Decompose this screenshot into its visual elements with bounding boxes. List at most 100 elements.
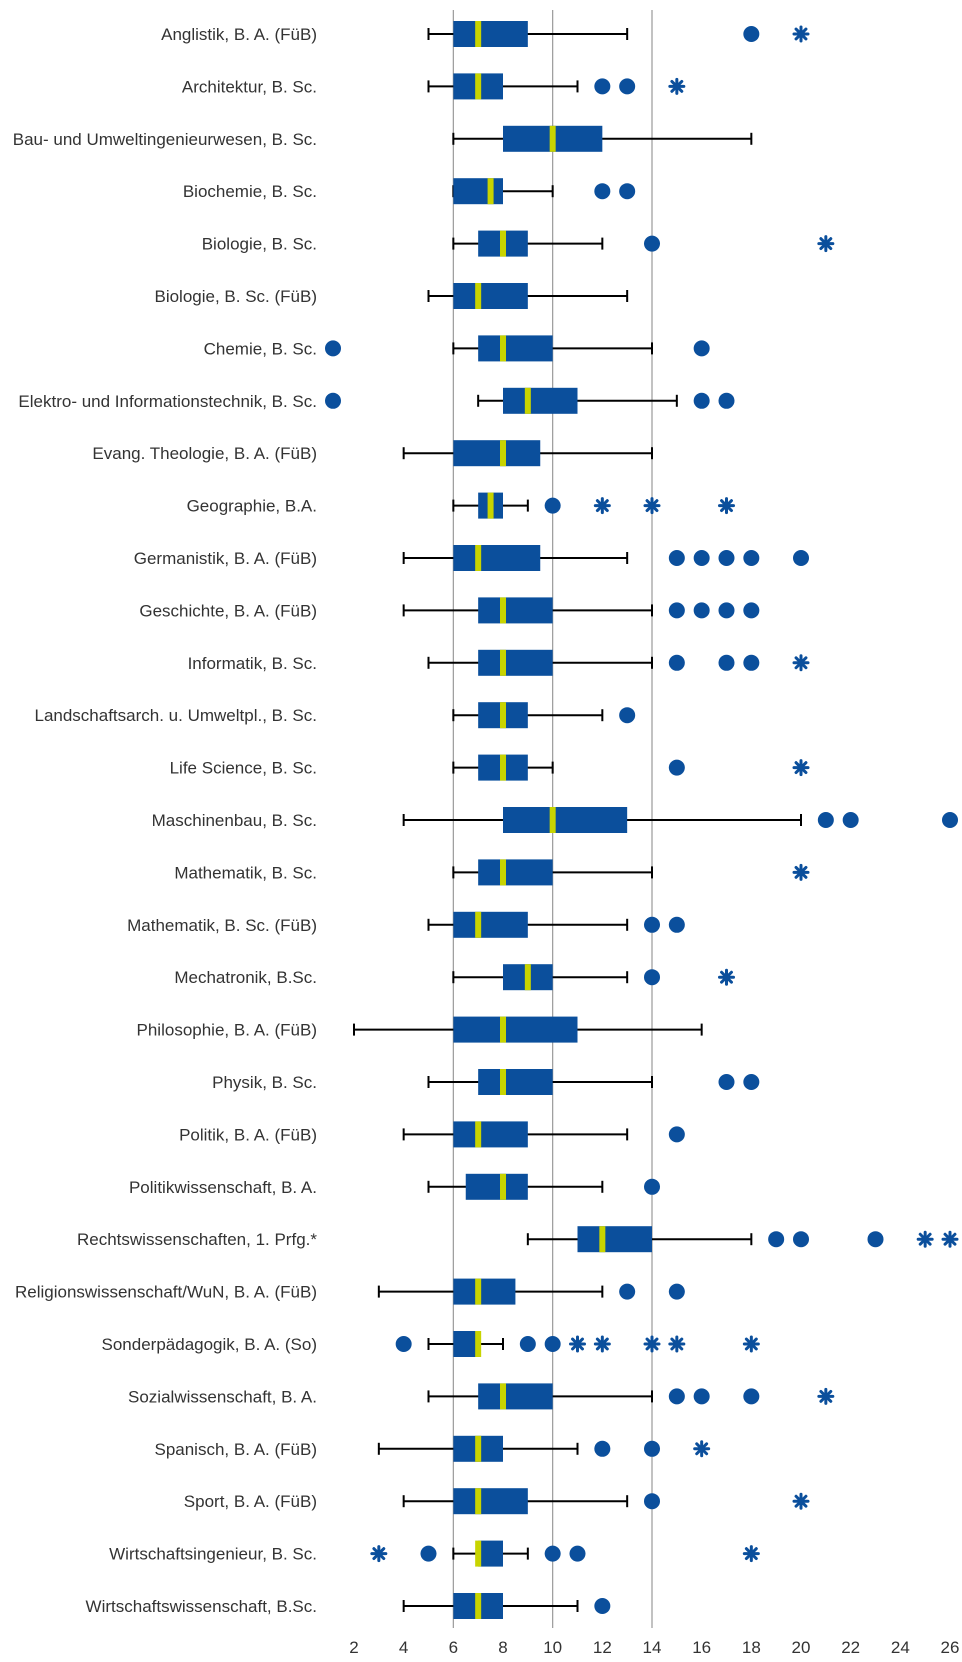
outlier-point [793, 1231, 809, 1248]
median-bar [500, 702, 506, 729]
category-label: Biochemie, B. Sc. [183, 182, 317, 201]
x-tick-label: 18 [742, 1638, 761, 1657]
extreme-marker [668, 1335, 686, 1353]
outlier-point [420, 1545, 437, 1562]
category-label: Spanisch, B. A. (FüB) [154, 1440, 317, 1459]
boxplot-row [452, 702, 636, 729]
outlier-point [644, 916, 660, 933]
outlier-point [619, 1283, 636, 1300]
extreme-marker-core [599, 502, 606, 509]
outlier-point [544, 1545, 561, 1562]
median-bar [475, 283, 482, 309]
iqr-box [478, 859, 553, 886]
median-bar [500, 230, 506, 257]
outlier-point [743, 654, 760, 671]
extreme-marker [593, 1335, 611, 1353]
boxplot-row [427, 911, 685, 938]
outlier-point [693, 392, 710, 409]
iqr-box [453, 283, 528, 309]
outlier-point [668, 1283, 685, 1300]
outlier-point [842, 812, 859, 828]
median-bar [475, 1488, 482, 1515]
median-bar [475, 1121, 482, 1148]
outlier-point [768, 1231, 785, 1248]
extreme-marker-core [798, 869, 804, 876]
category-label: Geschichte, B. A. (FüB) [139, 601, 317, 620]
category-labels: Anglistik, B. A. (FüB) Architektur, B. Sc… [13, 25, 318, 1616]
boxplot-row [427, 1069, 760, 1095]
x-tick-label: 12 [593, 1638, 612, 1657]
outlier-point [644, 969, 660, 986]
boxplot-row [370, 1540, 760, 1567]
median-bar [599, 1226, 606, 1253]
outlier-point [668, 654, 685, 671]
outlier-point [668, 550, 685, 566]
category-label: Philosophie, B. A. (FüB) [137, 1021, 317, 1040]
median-bar [487, 178, 494, 205]
extreme-marker [718, 497, 735, 515]
iqr-box [453, 911, 528, 938]
category-label: Chemie, B. Sc. [204, 339, 317, 358]
median-bar [549, 807, 556, 833]
outlier-point [619, 78, 636, 95]
boxplot-row [427, 649, 810, 676]
extreme-marker-core [723, 974, 730, 981]
median-bar [475, 1593, 482, 1619]
outlier-point [817, 812, 834, 828]
iqr-box [478, 597, 553, 624]
extreme-marker-core [748, 1550, 755, 1557]
iqr-box [453, 440, 541, 467]
iqr-box [503, 807, 628, 833]
median-bar [475, 21, 482, 47]
boxplot-row [402, 440, 653, 467]
extreme-marker [792, 759, 810, 777]
iqr-box [465, 1173, 528, 1200]
boxplot-row [452, 754, 810, 781]
boxplot-row [325, 335, 710, 362]
extreme-marker [792, 863, 810, 881]
category-label: Geographie, B.A. [187, 497, 317, 516]
outlier-point [569, 1545, 586, 1562]
median-bar [500, 1173, 506, 1200]
extreme-marker-core [599, 1341, 606, 1347]
median-bar [549, 125, 556, 152]
extreme-marker [643, 497, 661, 515]
category-label: Mathematik, B. Sc. (FüB) [127, 916, 317, 935]
iqr-box [577, 1226, 652, 1253]
outlier-point [743, 1074, 760, 1090]
boxplot-row [427, 73, 686, 100]
extreme-marker [792, 654, 810, 672]
boxplot-row [427, 21, 810, 47]
boxplot-row [452, 230, 835, 257]
outlier-point [743, 1388, 760, 1405]
boxplot-row [427, 283, 629, 309]
outlier-point [718, 1074, 735, 1090]
extreme-marker-core [798, 1498, 804, 1505]
extreme-marker-core [698, 1445, 705, 1452]
outlier-point [867, 1231, 884, 1248]
boxes [325, 21, 959, 1619]
boxplot-row [402, 597, 760, 624]
outlier-point [693, 1388, 710, 1405]
extreme-marker [569, 1335, 586, 1353]
category-label: Mathematik, B. Sc. [174, 863, 317, 882]
category-label: Biologie, B. Sc. [202, 235, 317, 254]
extreme-marker-core [649, 1341, 655, 1347]
iqr-box [453, 1488, 528, 1515]
x-tick-label: 14 [643, 1638, 662, 1657]
median-bar [500, 440, 506, 467]
outlier-point [718, 602, 735, 619]
outlier-point [668, 759, 685, 776]
iqr-box [478, 1540, 503, 1567]
outlier-point [942, 812, 958, 828]
outlier-point [544, 1336, 561, 1352]
outlier-point [619, 183, 636, 200]
outlier-point [594, 78, 611, 95]
x-tick-label: 4 [399, 1638, 408, 1657]
extreme-marker [916, 1230, 934, 1248]
median-bar [500, 335, 506, 362]
extreme-marker [941, 1230, 959, 1248]
extreme-marker-core [748, 1341, 755, 1347]
median-bar [475, 73, 482, 100]
iqr-box [453, 1121, 528, 1148]
